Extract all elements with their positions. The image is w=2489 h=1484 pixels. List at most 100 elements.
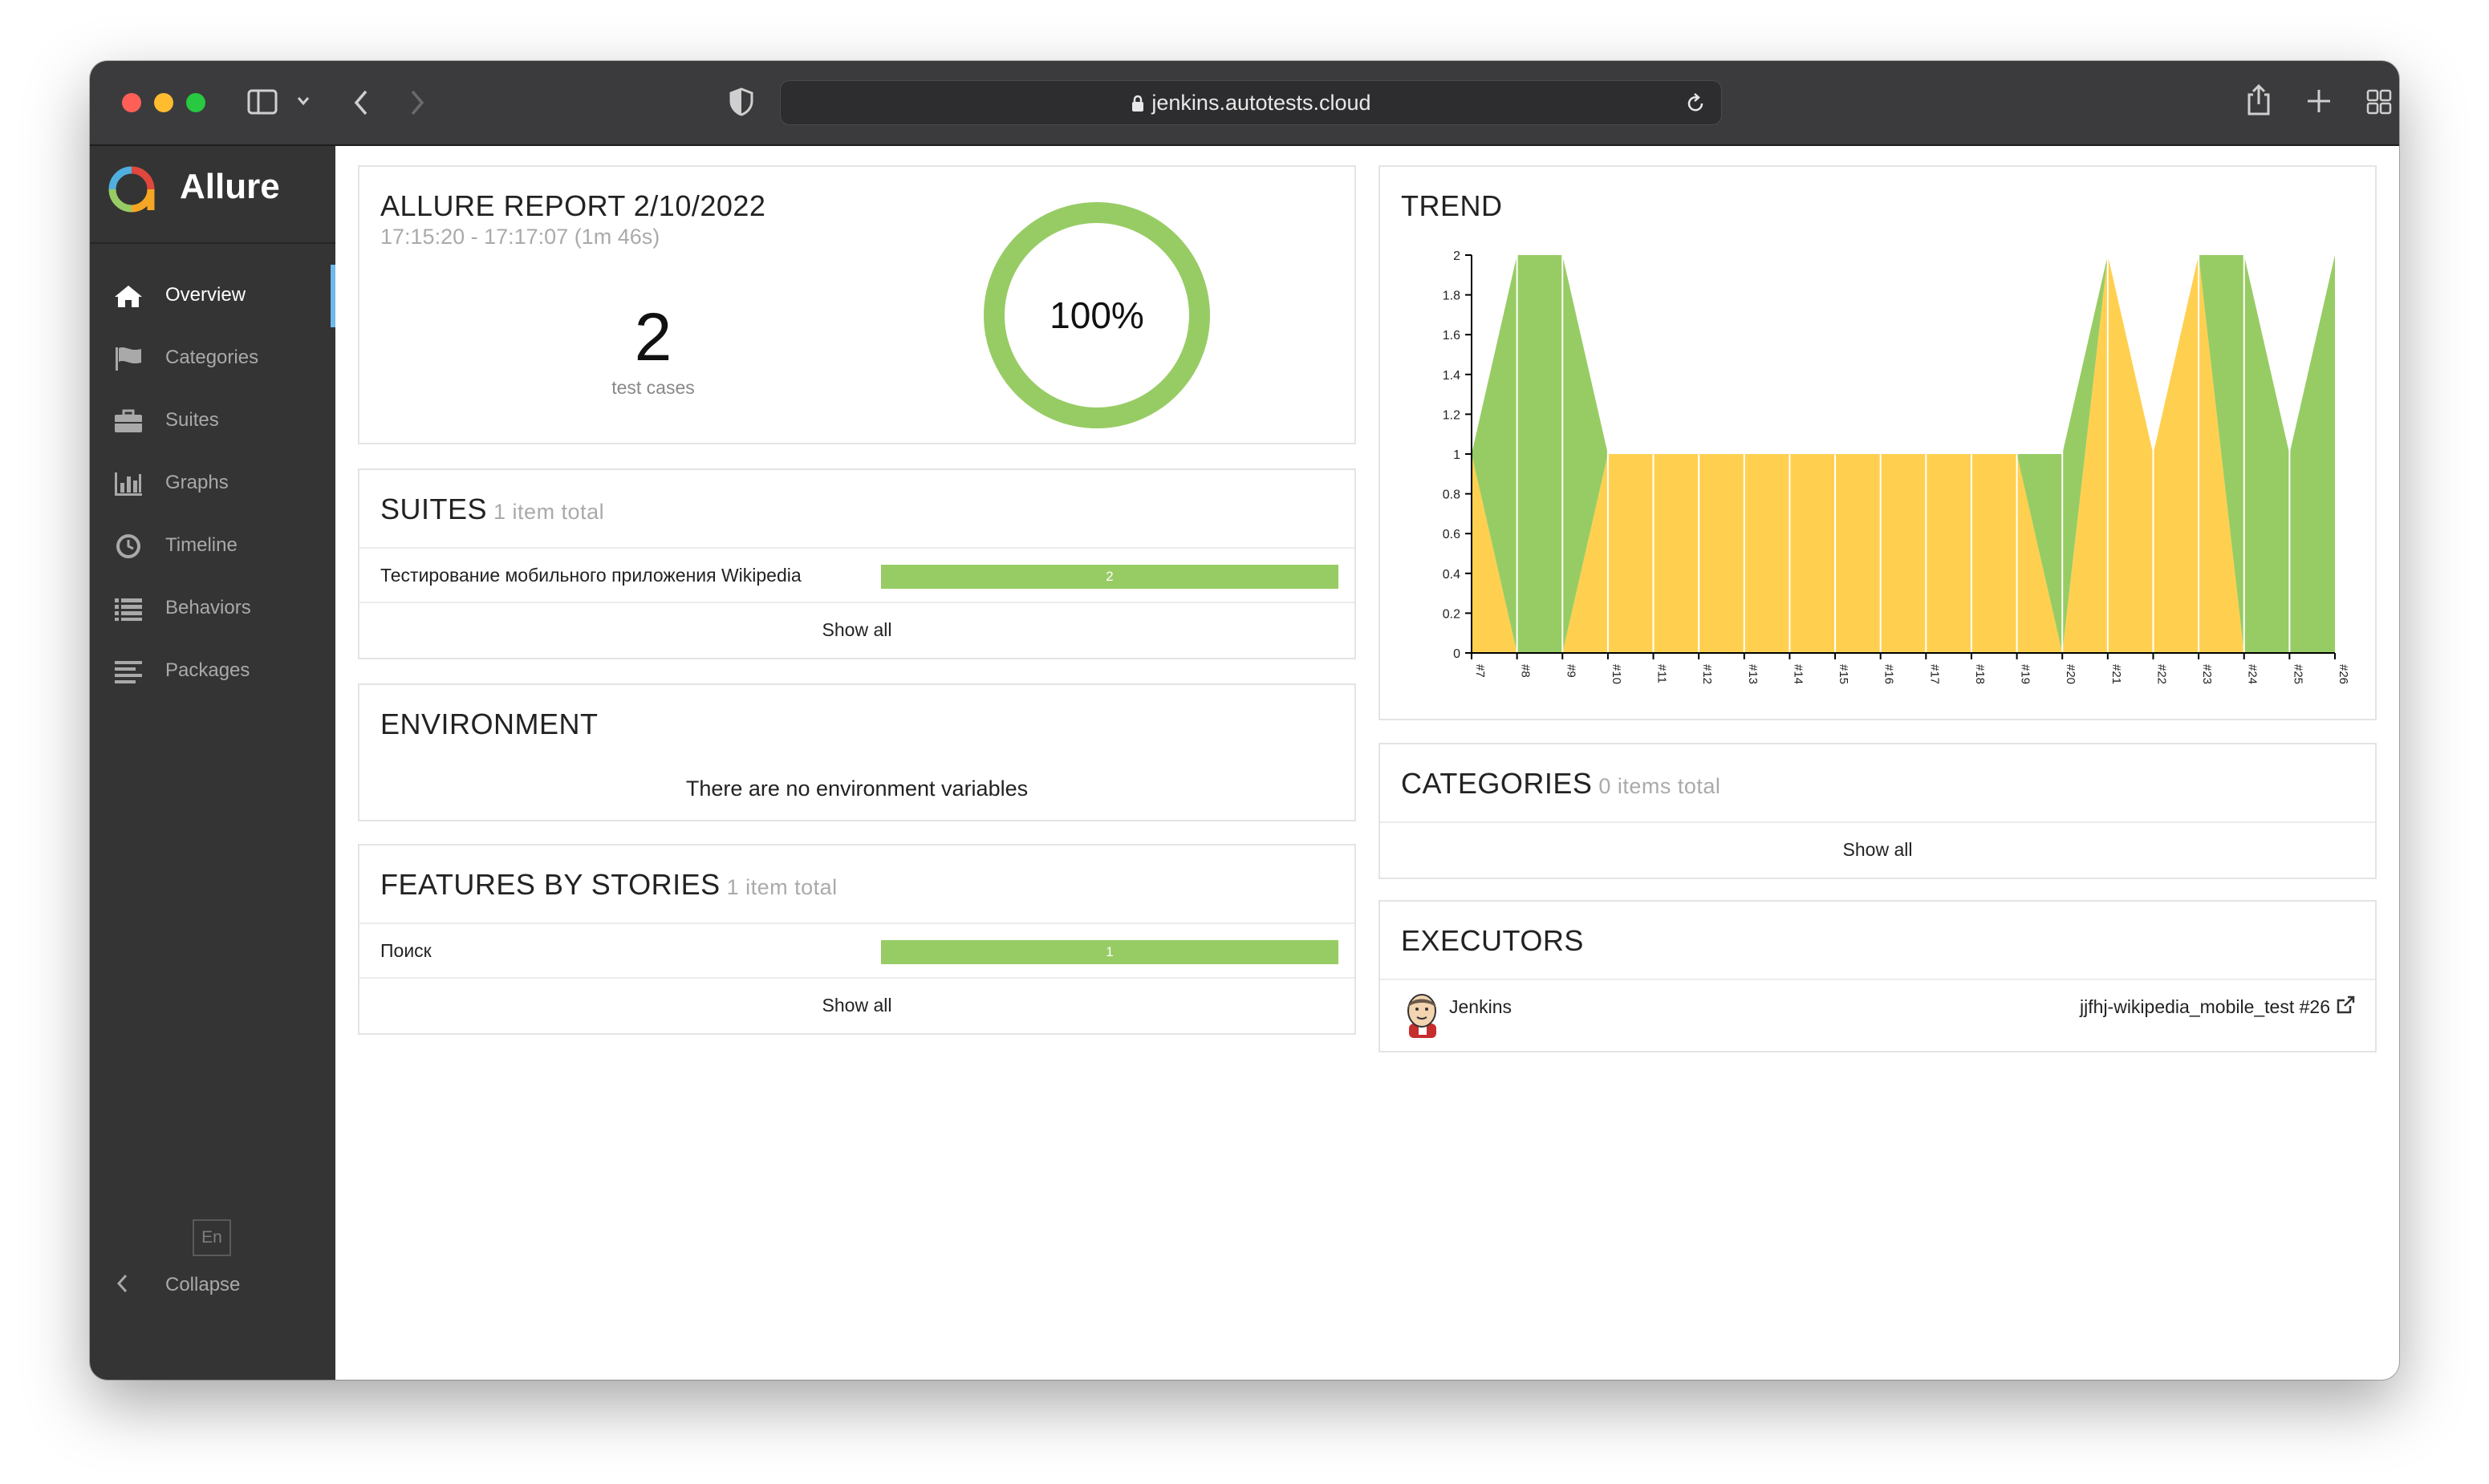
collapse-button[interactable]: Collapse <box>114 1269 315 1301</box>
environment-empty-text: There are no environment variables <box>685 776 1029 801</box>
reload-icon[interactable] <box>1684 92 1707 115</box>
features-widget: FEATURES BY STORIES 1 item total Поиск 1 … <box>358 844 1356 1035</box>
jenkins-avatar-icon <box>1407 994 1436 1038</box>
sidebar-item-label: Timeline <box>165 534 238 556</box>
row-divider <box>359 547 1354 549</box>
trend-x-tick-label: #19 <box>2019 664 2032 684</box>
executor-row[interactable]: Jenkins jjfhj-wikipedia_mobile_test #26 <box>1380 980 2375 1051</box>
close-window-button[interactable] <box>122 93 141 112</box>
briefcase-icon <box>115 409 142 432</box>
new-tab-icon[interactable] <box>2306 88 2332 114</box>
features-show-all-link[interactable]: Show all <box>822 995 892 1016</box>
feature-status-bar: 1 <box>881 940 1338 964</box>
trend-chart[interactable]: 0 0.2 0.4 0.6 0.8 1 1.2 1.4 1.6 1.8 2 #7 #8 #9 #10 #11 #… <box>1380 231 2375 712</box>
brand-name[interactable]: Allure <box>180 167 280 206</box>
trend-y-tick-label: 1 <box>1453 448 1460 462</box>
sidebar-item-label: Suites <box>165 409 219 431</box>
row-divider <box>359 977 1354 979</box>
trend-x-tick-label: #11 <box>1655 664 1669 683</box>
chevron-left-icon <box>116 1274 128 1293</box>
trend-x-tick-label: #26 <box>2337 664 2350 684</box>
language-button[interactable]: En <box>193 1219 231 1256</box>
tab-overview-icon[interactable] <box>2365 88 2393 116</box>
trend-x-tick-label: #18 <box>1973 664 1987 684</box>
categories-count: 0 items total <box>1598 774 1721 798</box>
collapse-label: Collapse <box>165 1274 241 1295</box>
trend-y-tick-label: 1.8 <box>1443 290 1460 303</box>
trend-x-tick-label: #22 <box>2154 664 2168 684</box>
trend-area-series-1[interactable] <box>1472 255 2335 653</box>
url-label: jenkins.autotests.cloud <box>1151 91 1371 115</box>
trend-x-tick-label: #15 <box>1837 664 1850 684</box>
suites-widget: SUITES 1 item total Тестирование мобильно… <box>358 468 1356 659</box>
trend-x-tick-label: #23 <box>2200 664 2214 684</box>
sidebar-item-label: Categories <box>165 347 259 368</box>
minimize-window-button[interactable] <box>154 93 173 112</box>
sidebar-item-label: Packages <box>165 659 250 681</box>
sidebar-divider <box>90 242 335 244</box>
categories-title: CATEGORIES 0 items total <box>1401 767 1720 801</box>
trend-y-tick-label: 1.4 <box>1443 369 1460 383</box>
row-divider <box>359 602 1354 603</box>
executor-build-link[interactable]: jjfhj-wikipedia_mobile_test #26 <box>2080 996 2330 1017</box>
trend-x-tick-label: #13 <box>1746 664 1760 684</box>
categories-title-text: CATEGORIES <box>1401 767 1593 800</box>
suite-name: Тестирование мобильного приложения Wikip… <box>380 565 802 586</box>
executor-name: Jenkins <box>1449 996 1512 1017</box>
trend-y-tick-label: 0.2 <box>1443 607 1460 621</box>
url-text: jenkins.autotests.cloud <box>781 91 1721 116</box>
allure-logo-icon[interactable] <box>108 165 156 213</box>
shield-icon[interactable] <box>729 87 754 117</box>
suite-row[interactable]: Тестирование мобильного приложения Wikip… <box>359 549 1354 602</box>
chevron-down-icon[interactable] <box>297 96 310 106</box>
row-divider <box>1380 979 2375 980</box>
success-rate-donut[interactable] <box>981 199 1213 432</box>
sidebar-item-behaviors[interactable]: Behaviors <box>90 578 335 640</box>
trend-y-tick-label: 1.6 <box>1443 329 1460 343</box>
suites-count: 1 item total <box>493 500 605 524</box>
features-count: 1 item total <box>726 875 838 899</box>
suites-show-all-link[interactable]: Show all <box>822 619 892 640</box>
home-icon <box>115 286 142 307</box>
share-icon[interactable] <box>2245 83 2272 117</box>
categories-show-all-link[interactable]: Show all <box>1842 839 1913 860</box>
success-rate-label: 100% <box>1050 294 1144 336</box>
trend-y-tick-label: 0.6 <box>1443 528 1460 541</box>
categories-widget: CATEGORIES 0 items total Show all <box>1378 743 2377 879</box>
trend-y-tick-label: 0.4 <box>1443 568 1460 582</box>
trend-x-tick-label: #10 <box>1610 664 1623 684</box>
flag-icon <box>116 347 141 371</box>
trend-x-tick-label: #24 <box>2246 664 2260 684</box>
environment-widget: ENVIRONMENT There are no environment var… <box>358 683 1356 821</box>
sidebar-item-categories[interactable]: Categories <box>90 327 335 390</box>
trend-x-tick-label: #17 <box>1927 664 1941 684</box>
browser-window: jenkins.autotests.cloud <box>90 61 2399 1380</box>
trend-y-tick-label: 2 <box>1453 249 1460 263</box>
suites-title: SUITES 1 item total <box>380 493 604 526</box>
sidebar-item-overview[interactable]: Overview <box>90 265 335 327</box>
feature-name: Поиск <box>380 940 432 961</box>
sidebar-item-label: Graphs <box>165 472 229 493</box>
trend-area-series-2[interactable] <box>1472 255 2335 653</box>
external-link-icon[interactable] <box>2335 995 2356 1016</box>
row-divider <box>359 922 1354 924</box>
trend-x-tick-label: #8 <box>1519 664 1533 678</box>
sidebar-item-packages[interactable]: Packages <box>90 640 335 703</box>
sidebar-item-graphs[interactable]: Graphs <box>90 452 335 515</box>
forward-icon[interactable] <box>408 88 427 117</box>
address-bar[interactable]: jenkins.autotests.cloud <box>780 80 1722 125</box>
feature-row[interactable]: Поиск 1 <box>359 924 1354 977</box>
trend-y-tick-label: 0 <box>1453 647 1460 661</box>
trend-x-tick-label: #7 <box>1473 664 1487 678</box>
sidebar-item-suites[interactable]: Suites <box>90 390 335 452</box>
features-title-text: FEATURES BY STORIES <box>380 868 721 901</box>
back-icon[interactable] <box>351 88 371 117</box>
test-count-label: test cases <box>611 377 695 398</box>
trend-x-tick-label: #12 <box>1700 664 1714 684</box>
trend-x-tick-label: #25 <box>2291 664 2304 684</box>
clock-icon <box>116 534 140 558</box>
environment-title: ENVIRONMENT <box>380 708 599 740</box>
sidebar-toggle-icon[interactable] <box>247 88 279 117</box>
sidebar-item-timeline[interactable]: Timeline <box>90 515 335 578</box>
maximize-window-button[interactable] <box>186 93 205 112</box>
